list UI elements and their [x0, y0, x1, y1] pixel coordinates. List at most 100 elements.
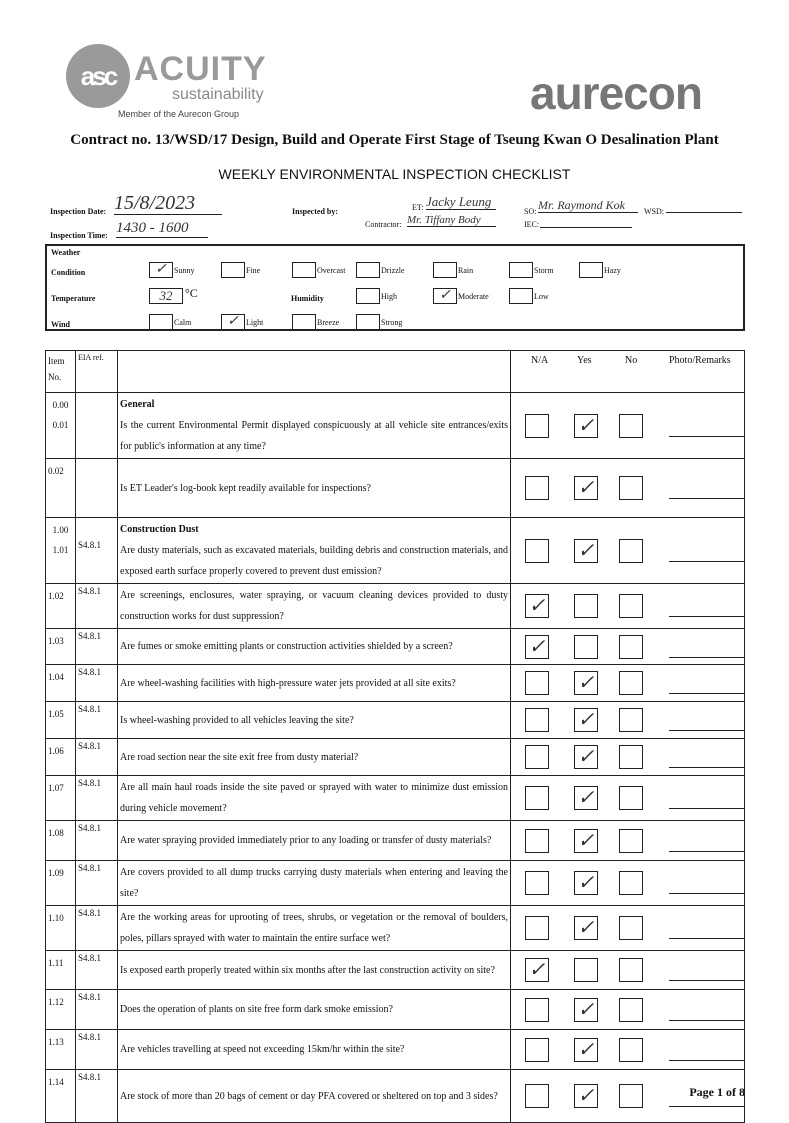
na-checkbox[interactable]	[525, 708, 549, 732]
weather-sunny-checkbox[interactable]: ✓	[149, 262, 173, 278]
item-no: 1.09	[45, 860, 76, 906]
yes-checkbox[interactable]: ✓	[574, 828, 598, 853]
no-checkbox[interactable]	[619, 871, 643, 895]
remarks-field[interactable]	[669, 893, 744, 894]
na-checkbox[interactable]	[525, 745, 549, 769]
yes-checkbox[interactable]: ✓	[574, 671, 598, 695]
remarks-field[interactable]	[669, 1106, 744, 1107]
no-checkbox[interactable]	[619, 594, 643, 618]
et-field[interactable]: Jacky Leung	[426, 194, 496, 211]
weather-fine-checkbox[interactable]	[221, 262, 245, 278]
response-cell: ✓	[510, 905, 745, 951]
remarks-field[interactable]	[669, 560, 744, 562]
yes-checkbox[interactable]: ✓	[574, 476, 598, 500]
remarks-field[interactable]	[669, 1059, 744, 1061]
no-checkbox[interactable]	[619, 671, 643, 695]
temperature-field[interactable]: 32	[149, 288, 183, 304]
weather-strong-checkbox[interactable]	[356, 314, 380, 330]
remarks-field[interactable]	[669, 850, 744, 852]
so-field[interactable]: Mr. Raymond Kok	[538, 198, 638, 214]
remarks-field[interactable]	[669, 498, 744, 499]
remarks-field[interactable]	[669, 980, 744, 981]
na-checkbox[interactable]	[525, 786, 549, 810]
remarks-field[interactable]	[669, 1019, 744, 1021]
item-no: 1.00 1.01	[45, 517, 76, 584]
remarks-field[interactable]	[669, 730, 744, 731]
weather-hazy-checkbox[interactable]	[579, 262, 603, 278]
yes-checkbox[interactable]: ✓	[574, 1084, 598, 1108]
date-field[interactable]: 15/8/2023	[114, 192, 222, 215]
response-cell: ✓	[510, 583, 745, 629]
yes-checkbox[interactable]: ✓	[574, 871, 598, 895]
remarks-field[interactable]	[669, 938, 744, 939]
weather-rain-checkbox[interactable]	[433, 262, 457, 278]
eia-ref: S4.8.1	[75, 989, 118, 1030]
yes-checkbox[interactable]	[574, 634, 598, 659]
weather-breeze-label: Breeze	[317, 318, 340, 327]
na-checkbox[interactable]: ✓	[525, 634, 549, 659]
header-yes: Yes	[577, 355, 592, 366]
response-cell: ✓	[510, 1029, 745, 1070]
na-checkbox[interactable]	[525, 1084, 549, 1108]
remarks-field[interactable]	[669, 656, 744, 658]
item-no: 1.02	[45, 583, 76, 629]
weather-storm-checkbox[interactable]	[509, 262, 533, 278]
na-checkbox[interactable]	[525, 828, 549, 853]
yes-checkbox[interactable]: ✓	[574, 1037, 598, 1062]
na-checkbox[interactable]	[525, 476, 549, 500]
weather-drizzle-checkbox[interactable]	[356, 262, 380, 278]
no-checkbox[interactable]	[619, 828, 643, 853]
weather-low-checkbox[interactable]	[509, 288, 533, 304]
table-row: 1.04 S4.8.1 Are wheel-washing facilities…	[45, 664, 745, 702]
na-checkbox[interactable]	[525, 413, 549, 438]
yes-checkbox[interactable]: ✓	[574, 538, 598, 563]
table-row: 1.10 S4.8.1 Are the working areas for up…	[45, 905, 745, 951]
no-checkbox[interactable]	[619, 916, 643, 940]
no-checkbox[interactable]	[619, 958, 643, 982]
no-checkbox[interactable]	[619, 1037, 643, 1062]
weather-light-checkbox[interactable]: ✓	[221, 314, 245, 330]
yes-checkbox[interactable]: ✓	[574, 708, 598, 732]
no-checkbox[interactable]	[619, 1084, 643, 1108]
weather-breeze-checkbox[interactable]	[292, 314, 316, 330]
no-checkbox[interactable]	[619, 413, 643, 438]
weather-moderate-checkbox[interactable]: ✓	[433, 288, 457, 304]
response-cell: ✓	[510, 860, 745, 906]
yes-checkbox[interactable]	[574, 958, 598, 982]
yes-checkbox[interactable]: ✓	[574, 786, 598, 810]
remarks-field[interactable]	[669, 616, 744, 617]
no-checkbox[interactable]	[619, 708, 643, 732]
weather-calm-checkbox[interactable]	[149, 314, 173, 330]
no-checkbox[interactable]	[619, 538, 643, 563]
time-field[interactable]: 1430 - 1600	[116, 220, 208, 238]
no-checkbox[interactable]	[619, 997, 643, 1022]
contractor-field[interactable]: Mr. Tiffany Body	[407, 214, 496, 228]
table-row: 1.11 S4.8.1 Is exposed earth properly tr…	[45, 950, 745, 990]
no-checkbox[interactable]	[619, 745, 643, 769]
wsd-field[interactable]	[666, 195, 742, 213]
na-checkbox[interactable]	[525, 671, 549, 695]
yes-checkbox[interactable]: ✓	[574, 413, 598, 438]
iec-field[interactable]	[540, 214, 632, 228]
remarks-field[interactable]	[669, 435, 744, 437]
remarks-field[interactable]	[669, 693, 744, 694]
na-checkbox[interactable]: ✓	[525, 594, 549, 618]
weather-high-checkbox[interactable]	[356, 288, 380, 304]
eia-ref: S4.8.1	[75, 628, 118, 665]
remarks-field[interactable]	[669, 767, 744, 768]
no-checkbox[interactable]	[619, 786, 643, 810]
no-checkbox[interactable]	[619, 476, 643, 500]
no-checkbox[interactable]	[619, 634, 643, 659]
na-checkbox[interactable]	[525, 916, 549, 940]
na-checkbox[interactable]	[525, 871, 549, 895]
na-checkbox[interactable]: ✓	[525, 958, 549, 982]
na-checkbox[interactable]	[525, 538, 549, 563]
na-checkbox[interactable]	[525, 997, 549, 1022]
remarks-field[interactable]	[669, 808, 744, 809]
yes-checkbox[interactable]: ✓	[574, 916, 598, 940]
yes-checkbox[interactable]: ✓	[574, 997, 598, 1022]
na-checkbox[interactable]	[525, 1037, 549, 1062]
yes-checkbox[interactable]: ✓	[574, 745, 598, 769]
yes-checkbox[interactable]	[574, 594, 598, 618]
weather-overcast-checkbox[interactable]	[292, 262, 316, 278]
